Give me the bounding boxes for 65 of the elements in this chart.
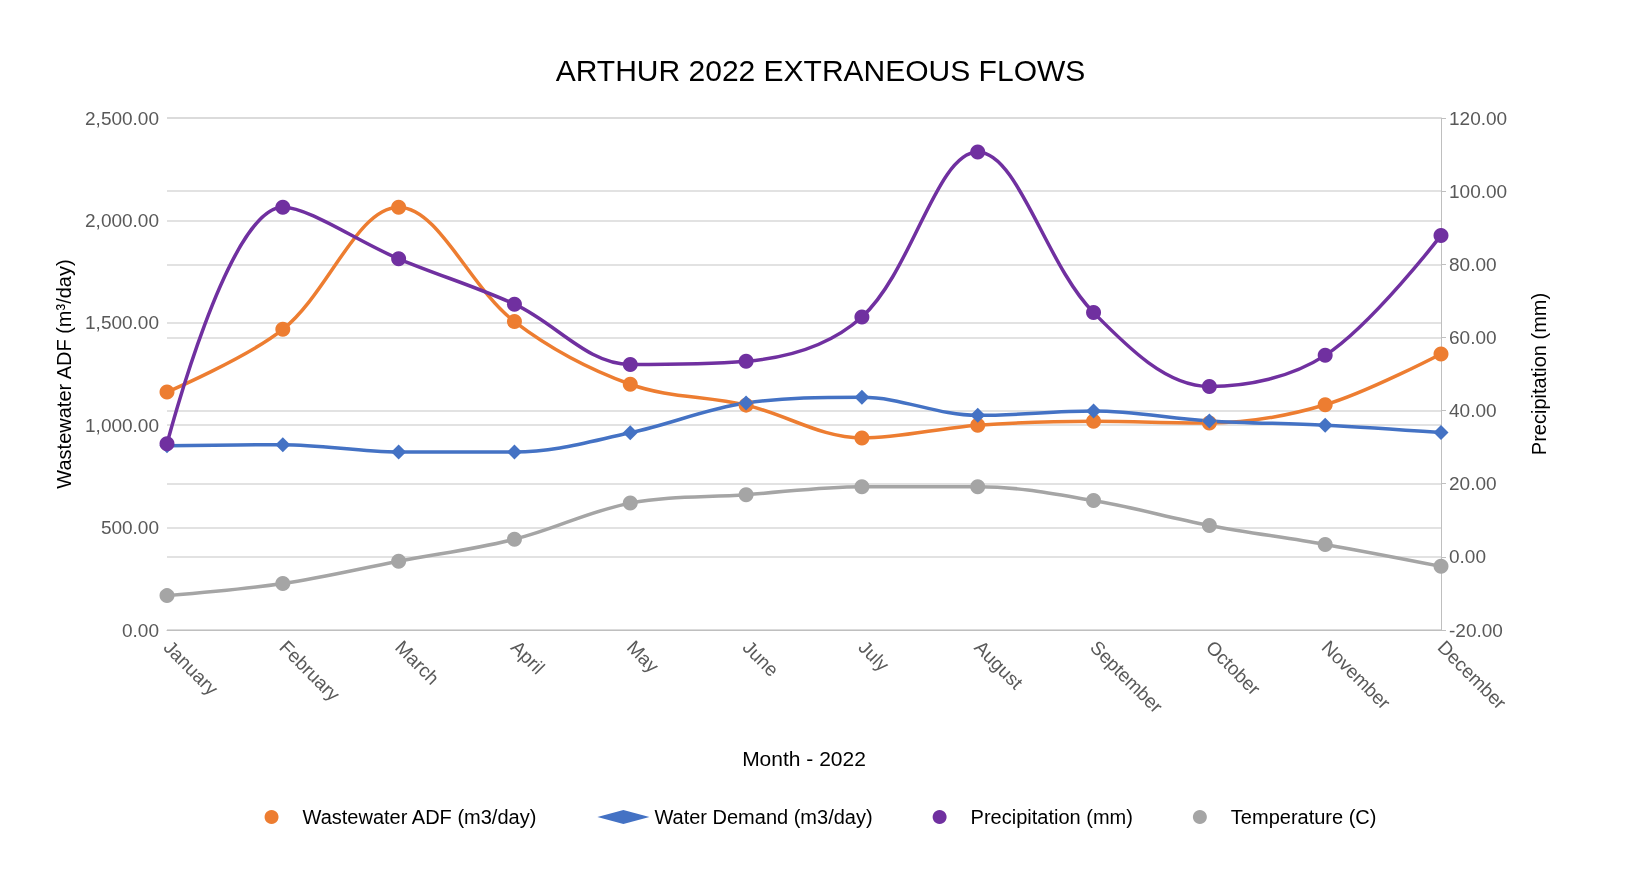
y2-tick-label: 100.00: [1449, 180, 1508, 202]
point: [1317, 536, 1333, 552]
x-tick-label: May: [622, 636, 664, 678]
y2-tick-label: 40.00: [1449, 400, 1497, 422]
x-tick-label: July: [854, 636, 894, 676]
y2-tick-label: 60.00: [1449, 326, 1497, 348]
y2-tick-label: 80.00: [1449, 253, 1497, 275]
y-tick-label: 2,500.00: [85, 107, 159, 129]
point: [1086, 403, 1102, 419]
point: [1317, 417, 1333, 433]
point: [159, 384, 175, 400]
y-tick-label: 2,000.00: [85, 209, 159, 231]
point: [970, 479, 986, 495]
point: [391, 553, 407, 569]
point: [1086, 305, 1102, 321]
point: [622, 376, 638, 392]
point: [970, 407, 986, 423]
y2-tick-label: 0.00: [1449, 546, 1486, 568]
legend-label: Precipitation (mm): [970, 806, 1133, 828]
point: [506, 314, 522, 330]
point: [854, 309, 870, 325]
point: [1433, 558, 1449, 574]
point: [854, 479, 870, 495]
point: [1086, 493, 1102, 509]
point: [1433, 227, 1449, 243]
point: [391, 444, 407, 460]
y2-tick-label: -20.00: [1449, 619, 1503, 641]
point: [506, 531, 522, 547]
point: [738, 487, 754, 503]
legend-label: Wastewater ADF (m3/day): [302, 806, 537, 828]
point: [275, 321, 291, 337]
x-axis-title: Month - 2022: [742, 747, 866, 770]
legend-label: Temperature (C): [1230, 806, 1377, 828]
y2-axis-title: Precipitation (mm): [1528, 292, 1550, 456]
point: [506, 296, 522, 312]
point: [275, 576, 291, 592]
point: [1433, 346, 1449, 362]
y2-tick-label: 120.00: [1449, 107, 1508, 129]
y-tick-label: 1,500.00: [85, 312, 159, 334]
point: [1201, 378, 1217, 394]
y-axis-title: Wastewater ADF (m³/day): [53, 259, 76, 489]
legend-label: Water Demand (m3/day): [654, 806, 873, 828]
point: [970, 144, 986, 160]
y-tick-label: 0.00: [122, 619, 159, 641]
chart-title: ARTHUR 2022 EXTRANEOUS FLOWS: [555, 53, 1086, 87]
y2-tick-label: 20.00: [1449, 473, 1497, 495]
x-tick-label: April: [507, 636, 549, 679]
point: [391, 199, 407, 215]
point: [1201, 517, 1217, 533]
point: [738, 353, 754, 369]
y-tick-label: 500.00: [100, 517, 159, 539]
point: [506, 444, 522, 460]
point: [1317, 347, 1333, 363]
point: [622, 495, 638, 511]
point: [275, 199, 291, 215]
point: [854, 389, 870, 405]
point: [622, 356, 638, 372]
point: [275, 437, 291, 453]
point: [391, 251, 407, 267]
point: [1433, 425, 1449, 441]
y-tick-label: 1,000.00: [85, 414, 159, 436]
point: [1317, 397, 1333, 413]
point: [159, 588, 175, 604]
point: [622, 425, 638, 441]
point: [854, 430, 870, 446]
